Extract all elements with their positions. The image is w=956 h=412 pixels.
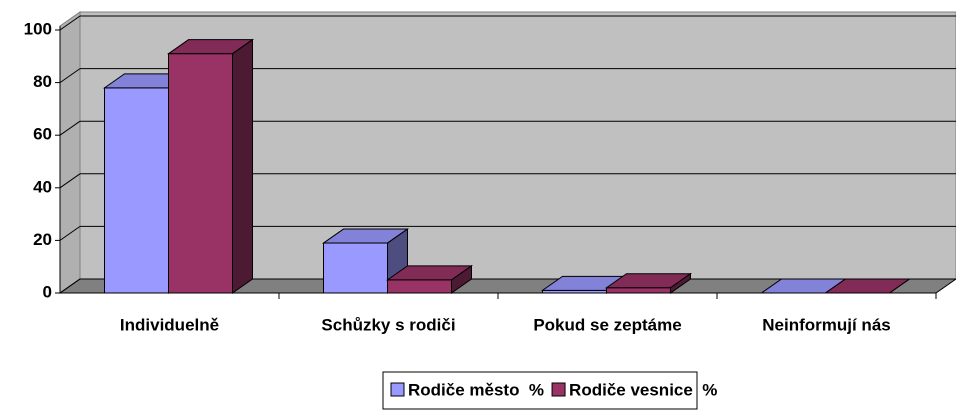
legend-label: Rodiče vesnice %: [569, 380, 717, 399]
bar-front: [323, 242, 388, 294]
bar-side: [670, 272, 691, 294]
side-wall: [59, 11, 81, 294]
y-tick-label: 100: [24, 19, 52, 38]
y-tick-label: 80: [33, 72, 52, 91]
legend-box: [382, 371, 698, 410]
bar-front: [104, 87, 169, 294]
bar-front: [168, 53, 233, 294]
legend-swatch: [390, 382, 405, 397]
y-tick-label: 0: [43, 282, 52, 301]
grid-line: [59, 15, 81, 31]
legend-label: Rodiče město %: [408, 380, 544, 399]
grid-line: [59, 173, 81, 189]
grid-line: [59, 225, 81, 241]
bar-front: [606, 287, 671, 294]
y-tick-label: 60: [33, 125, 52, 144]
x-tick-label: Individuelně: [120, 315, 219, 334]
bar-front: [387, 279, 452, 294]
bar-side: [451, 264, 472, 294]
legend-swatch: [551, 382, 566, 397]
grid-line: [59, 278, 81, 294]
bar-side: [889, 278, 910, 294]
y-tick-label: 20: [33, 230, 52, 249]
grid-line: [59, 120, 81, 136]
x-tick-label: Schůzky s rodiči: [321, 315, 455, 334]
x-tick-label: Pokud se zeptáme: [533, 315, 681, 334]
grid-line: [59, 68, 81, 84]
y-tick-label: 40: [33, 177, 52, 196]
bar-side: [232, 38, 253, 294]
x-tick-label: Neinformují nás: [762, 315, 890, 334]
